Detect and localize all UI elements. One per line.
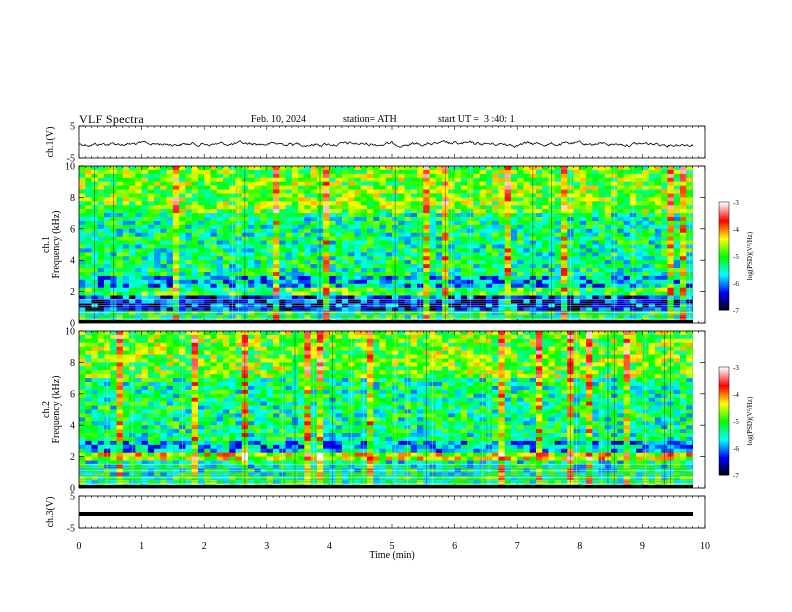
x-tick-label: 4 bbox=[327, 541, 332, 552]
colorbar-tick: -6 bbox=[733, 445, 739, 453]
colorbar-1: -3 -4 -5 -6 -7 log(PSD)(V²/Hz) bbox=[718, 199, 754, 315]
colorbar-tick: -4 bbox=[733, 391, 739, 399]
colorbar-label: log(PSD)(V²/Hz) bbox=[746, 396, 754, 445]
ch2-spec-ytick: 0 bbox=[70, 484, 75, 495]
ch2-spec-ytick: 8 bbox=[70, 358, 75, 369]
x-tick-label: 7 bbox=[515, 541, 520, 552]
ch2-spec-ytick: 6 bbox=[70, 389, 75, 400]
x-tick-label: 8 bbox=[577, 541, 582, 552]
colorbar-tick: -3 bbox=[733, 364, 739, 372]
ch2-spec-ytick: 4 bbox=[70, 421, 75, 432]
figure-title: VLF Spectra bbox=[79, 112, 144, 126]
colorbar-tick: -4 bbox=[733, 226, 739, 234]
ch1-spec-ytick: 0 bbox=[70, 319, 75, 330]
x-tick-label: 1 bbox=[139, 541, 144, 552]
spectrogram-1 bbox=[79, 166, 693, 323]
colorbar-2: -3 -4 -5 -6 -7 log(PSD)(V²/Hz) bbox=[718, 364, 754, 480]
start-time-label: start UT = 3 :40: 1 bbox=[438, 114, 515, 125]
colorbar-tick: -7 bbox=[733, 307, 739, 315]
colorbar-tick: -7 bbox=[733, 472, 739, 480]
ch3-wave-ytick: -5 bbox=[67, 524, 75, 535]
x-tick-label: 10 bbox=[700, 541, 710, 552]
colorbar-tick: -5 bbox=[733, 253, 739, 261]
ch2-spec-ylabel: ch.2 bbox=[41, 401, 52, 418]
ch1-wave-ytick: -5 bbox=[67, 154, 75, 165]
x-tick-label: 3 bbox=[264, 541, 269, 552]
colorbar-tick: -3 bbox=[733, 199, 739, 207]
ch3-wave-ylabel: ch.3(V) bbox=[45, 497, 56, 528]
station-label: station= ATH bbox=[343, 114, 397, 125]
spectrogram-2 bbox=[79, 331, 693, 488]
ch1-spec-ytick: 4 bbox=[70, 256, 75, 267]
ch1-spec-ytick: 8 bbox=[70, 193, 75, 204]
x-axis-label: Time (min) bbox=[369, 550, 414, 561]
ch1-wave-ylabel: ch.1(V) bbox=[45, 127, 56, 158]
ch1-spec-ytick: 6 bbox=[70, 224, 75, 235]
ch1-spec-ylabel: ch.1 bbox=[41, 236, 52, 253]
ch1-spec-ytick: 2 bbox=[70, 287, 75, 298]
ch1-spec-ylabel: Frequency (kHz) bbox=[51, 210, 62, 278]
colorbar-label: log(PSD)(V²/Hz) bbox=[746, 231, 754, 280]
ch1-spec-ytick: 10 bbox=[65, 162, 75, 173]
date-label: Feb. 10, 2024 bbox=[251, 114, 306, 125]
colorbar-tick: -6 bbox=[733, 280, 739, 288]
x-tick-label: 2 bbox=[202, 541, 207, 552]
colorbar-tick: -5 bbox=[733, 418, 739, 426]
ch2-spec-ytick: 10 bbox=[65, 327, 75, 338]
x-tick-label: 0 bbox=[77, 541, 82, 552]
x-tick-label: 5 bbox=[390, 541, 395, 552]
ch1-wave-ytick: 5 bbox=[70, 122, 75, 133]
x-tick-label: 9 bbox=[640, 541, 645, 552]
ch2-spec-ylabel: Frequency (kHz) bbox=[51, 375, 62, 443]
waveform-1 bbox=[78, 140, 694, 148]
ch3-wave-ytick: 5 bbox=[70, 492, 75, 503]
ch2-spec-ytick: 2 bbox=[70, 452, 75, 463]
x-tick-label: 6 bbox=[452, 541, 457, 552]
